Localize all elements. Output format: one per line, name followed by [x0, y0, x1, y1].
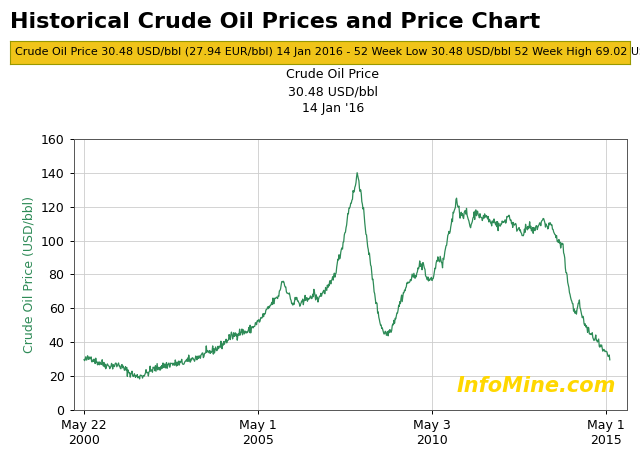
Text: InfoMine.com: InfoMine.com: [457, 376, 616, 396]
Y-axis label: Crude Oil Price (USD/bbl): Crude Oil Price (USD/bbl): [22, 196, 35, 353]
Text: Crude Oil Price 30.48 USD/bbl (27.94 EUR/bbl) 14 Jan 2016 - 52 Week Low 30.48 US: Crude Oil Price 30.48 USD/bbl (27.94 EUR…: [15, 47, 640, 57]
Text: Crude Oil Price
30.48 USD/bbl
14 Jan '16: Crude Oil Price 30.48 USD/bbl 14 Jan '16: [286, 68, 380, 115]
Text: Historical Crude Oil Prices and Price Chart: Historical Crude Oil Prices and Price Ch…: [10, 12, 540, 32]
